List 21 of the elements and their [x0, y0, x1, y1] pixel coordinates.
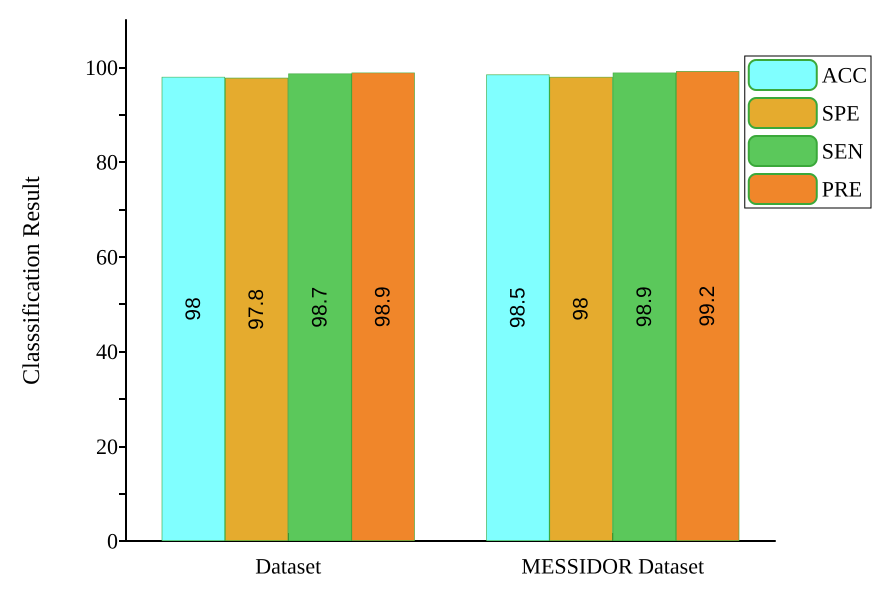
y-tick-label: 60	[96, 244, 118, 270]
data-label: 98	[182, 297, 205, 321]
y-axis-title: Classsification Result	[19, 176, 45, 385]
x-tick-label: Dataset	[255, 554, 322, 578]
y-tick-label: 100	[85, 54, 118, 80]
y-tick-label: 0	[107, 528, 118, 554]
y-tick-label: 20	[96, 434, 118, 459]
y-tick-label: 40	[96, 339, 118, 364]
x-tick-label: MESSIDOR Dataset	[521, 554, 704, 578]
legend-label: SPE	[822, 100, 860, 126]
data-label: 97.8	[245, 288, 268, 330]
legend-label: SEN	[822, 138, 864, 164]
legend-label: ACC	[822, 62, 868, 88]
data-label: 98.9	[632, 286, 656, 328]
y-tick-label: 80	[96, 150, 118, 175]
data-label: 98.5	[506, 287, 530, 328]
data-label: 99.2	[696, 286, 720, 327]
legend-label: PRE	[822, 176, 862, 202]
data-label: 98	[570, 297, 593, 321]
data-label: 98.9	[372, 286, 395, 328]
data-label: 98.7	[308, 286, 332, 328]
